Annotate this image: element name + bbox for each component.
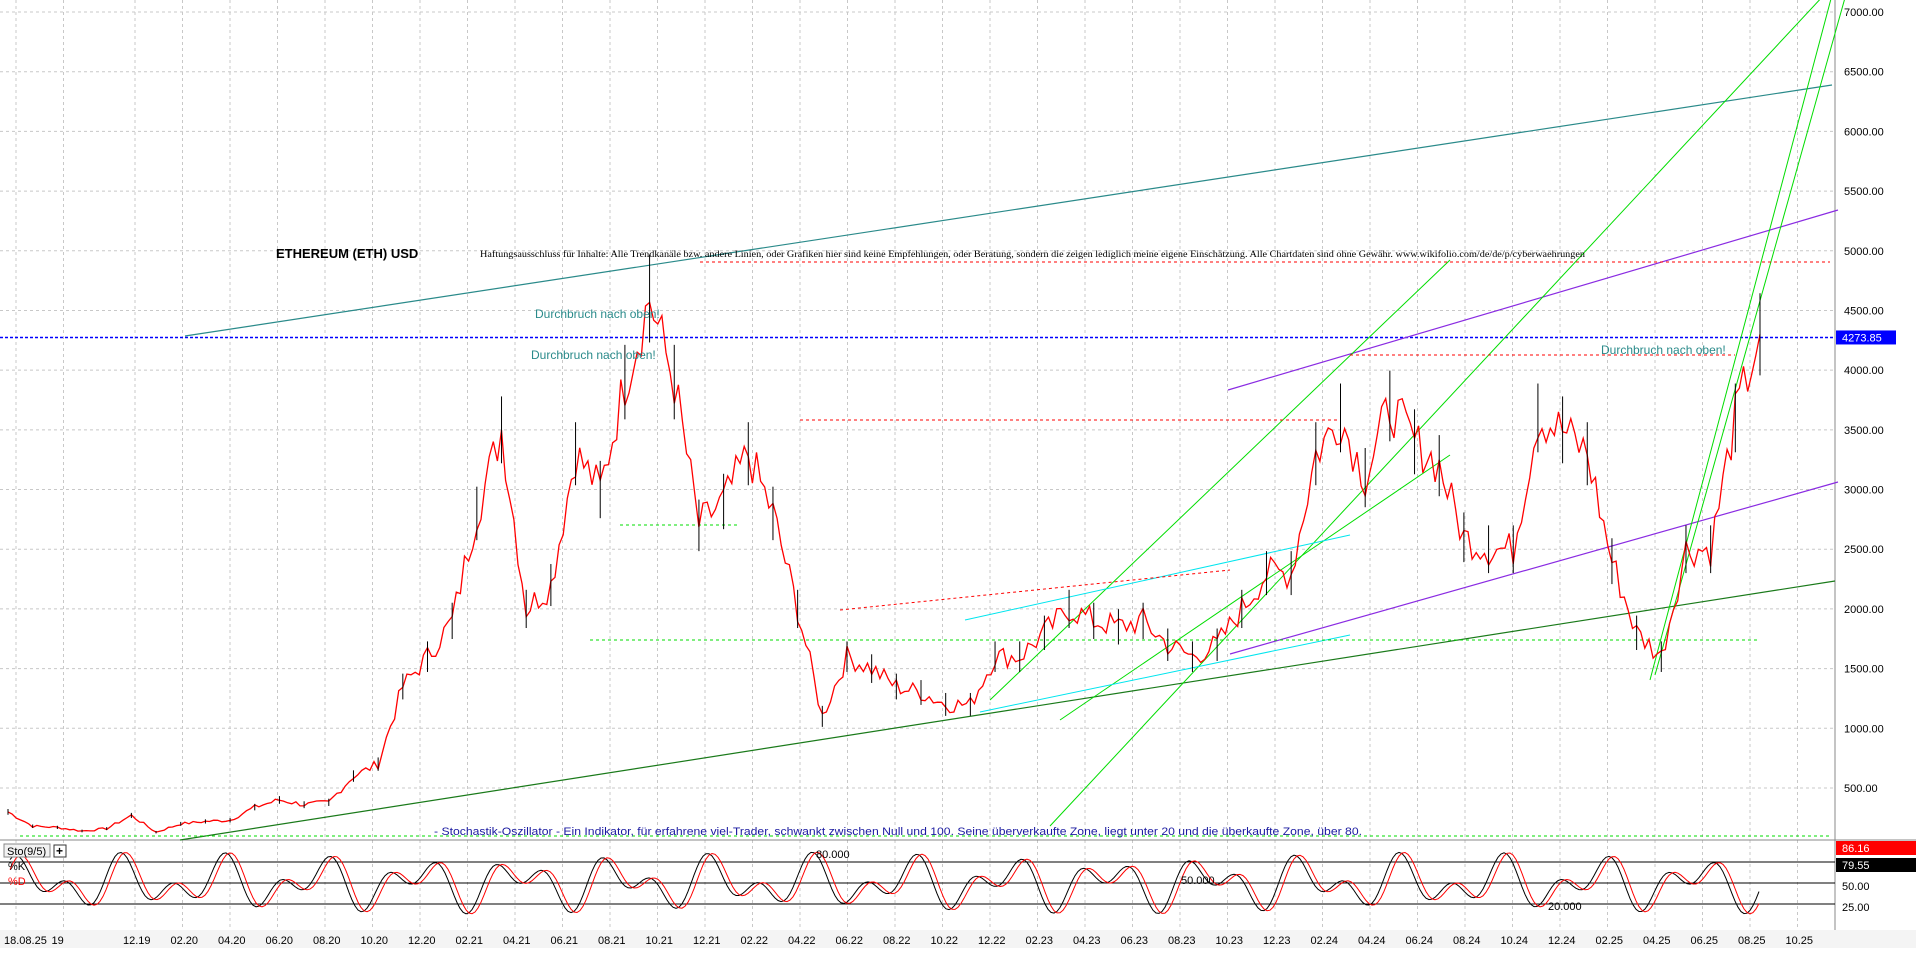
price-tick-label: 5500.00: [1844, 186, 1884, 198]
indicator-add-button[interactable]: [53, 844, 67, 858]
current-price-label: 4273.85: [1842, 332, 1882, 344]
time-tick-label: 18.08.25: [4, 935, 47, 947]
stoch-k-legend: %K: [8, 861, 26, 873]
price-tick-label: 7000.00: [1844, 7, 1884, 19]
time-tick-label: 12.23: [1263, 935, 1291, 947]
time-tick-label: 04.20: [218, 935, 246, 947]
stoch-d-line: [9, 851, 1760, 915]
time-tick-label: 08.22: [883, 935, 911, 947]
time-tick-label: 19: [52, 935, 64, 947]
price-tick-label: 500.00: [1844, 783, 1878, 795]
time-tick-label: 06.24: [1406, 935, 1434, 947]
time-tick-label: 02.20: [171, 935, 199, 947]
stoch-d-legend: %D: [8, 876, 26, 888]
time-tick-label: 02.24: [1311, 935, 1339, 947]
time-tick-label: 04.24: [1358, 935, 1386, 947]
price-axis[interactable]: 7000.00 6500.00 6000.00 5500.00 5000.00 4500.…: [1844, 7, 1884, 795]
time-tick-label: 06.25: [1691, 935, 1719, 947]
stoch-k-badge: [1836, 841, 1916, 855]
steep-trend-line-2: [1649, 0, 1832, 681]
resistance-dotted-2: [839, 569, 1231, 611]
steep-trend-line-3: [1654, 0, 1845, 676]
time-axis-band: [0, 930, 1916, 948]
stochastic-note: - Stochastik-Oszillator - Ein Indikator,…: [434, 826, 1362, 838]
trendlines: [20, 0, 1845, 841]
cyan-line-2: [979, 634, 1351, 713]
stoch-tick-50: 50.00: [1842, 881, 1870, 893]
time-tick-label: 08.25: [1738, 935, 1766, 947]
price-tick-label: 3500.00: [1844, 425, 1884, 437]
time-tick-label: 04.25: [1643, 935, 1671, 947]
price-tick-label: 4000.00: [1844, 365, 1884, 377]
price-tick-label: 2500.00: [1844, 544, 1884, 556]
channel-teal-line: [184, 84, 1833, 337]
time-tick-label: 06.22: [836, 935, 864, 947]
channel-purple-lower: [1229, 481, 1839, 655]
time-tick-label: 08.20: [313, 935, 341, 947]
annotation-breakout-3: Durchbruch nach oben!: [1601, 343, 1726, 357]
price-tick-label: 6500.00: [1844, 67, 1884, 79]
stochastic-panel: [0, 851, 1835, 915]
disclaimer-text: Haftungsausschluss für Inhalte: Alle Tre…: [480, 249, 1586, 259]
time-tick-label: 04.21: [503, 935, 531, 947]
price-candles: [7, 254, 1761, 834]
price-tick-label: 6000.00: [1844, 126, 1884, 138]
time-tick-label: 12.22: [978, 935, 1006, 947]
time-tick-label: 06.20: [266, 935, 294, 947]
time-axis[interactable]: 18.08.25 19 12.19 02.20 04.20 06.20 08.20 10.20…: [0, 930, 1916, 948]
time-tick-label: 10.22: [931, 935, 959, 947]
price-tick-label: 2000.00: [1844, 604, 1884, 616]
stoch-level-80-label: 80.000: [816, 849, 850, 861]
time-tick-label: 12.20: [408, 935, 436, 947]
time-tick-label: 12.24: [1548, 935, 1576, 947]
time-tick-label: 10.21: [646, 935, 674, 947]
grid: [0, 0, 1916, 930]
time-tick-label: 02.22: [741, 935, 769, 947]
time-tick-label: 08.23: [1168, 935, 1196, 947]
price-tick-label: 1500.00: [1844, 664, 1884, 676]
stoch-d-badge: [1836, 858, 1916, 872]
stoch-level-20-label: 20.000: [1548, 901, 1582, 913]
time-tick-label: 10.24: [1501, 935, 1529, 947]
steep-trend-line-1: [1049, 0, 1821, 827]
stoch-k-line: [9, 851, 1760, 915]
time-tick-label: 10.25: [1786, 935, 1814, 947]
time-tick-label: 04.23: [1073, 935, 1101, 947]
stoch-tick-25: 25.00: [1842, 902, 1870, 914]
indicator-name-box[interactable]: [3, 843, 51, 858]
long-term-support-line: [179, 580, 1836, 841]
time-tick-label: 04.22: [788, 935, 816, 947]
price-tick-label: 5000.00: [1844, 246, 1884, 258]
time-tick-label: 12.21: [693, 935, 721, 947]
price-tick-label: 1000.00: [1844, 723, 1884, 735]
indicator-name: Sto(9/5): [7, 846, 46, 858]
stoch-d-value: 79.55: [1842, 860, 1870, 872]
stoch-level-50-label: 50.000: [1181, 875, 1215, 887]
time-tick-label: 08.21: [598, 935, 626, 947]
time-tick-label: 10.23: [1216, 935, 1244, 947]
annotation-breakout-1: Durchbruch nach oben!: [535, 307, 660, 321]
green-channel-lower: [1059, 454, 1451, 721]
time-tick-label: 02.21: [456, 935, 484, 947]
stoch-k-value: 86.16: [1842, 843, 1870, 855]
time-tick-label: 02.25: [1596, 935, 1624, 947]
price-tick-label: 4500.00: [1844, 305, 1884, 317]
green-channel-upper: [989, 259, 1451, 701]
time-tick-label: 06.21: [551, 935, 579, 947]
price-tick-label: 3000.00: [1844, 485, 1884, 497]
time-tick-label: 02.23: [1026, 935, 1054, 947]
current-price-badge: [1836, 330, 1896, 345]
chart-title: ETHEREUM (ETH) USD: [276, 246, 418, 261]
time-tick-label: 10.20: [361, 935, 389, 947]
price-series-line: [7, 301, 1761, 833]
annotation-breakout-2: Durchbruch nach oben!: [531, 348, 656, 362]
time-tick-label: 08.24: [1453, 935, 1481, 947]
time-tick-label: 06.23: [1121, 935, 1149, 947]
time-tick-label: 12.19: [123, 935, 151, 947]
channel-purple-upper: [1227, 209, 1839, 391]
plus-icon: +: [56, 844, 63, 858]
